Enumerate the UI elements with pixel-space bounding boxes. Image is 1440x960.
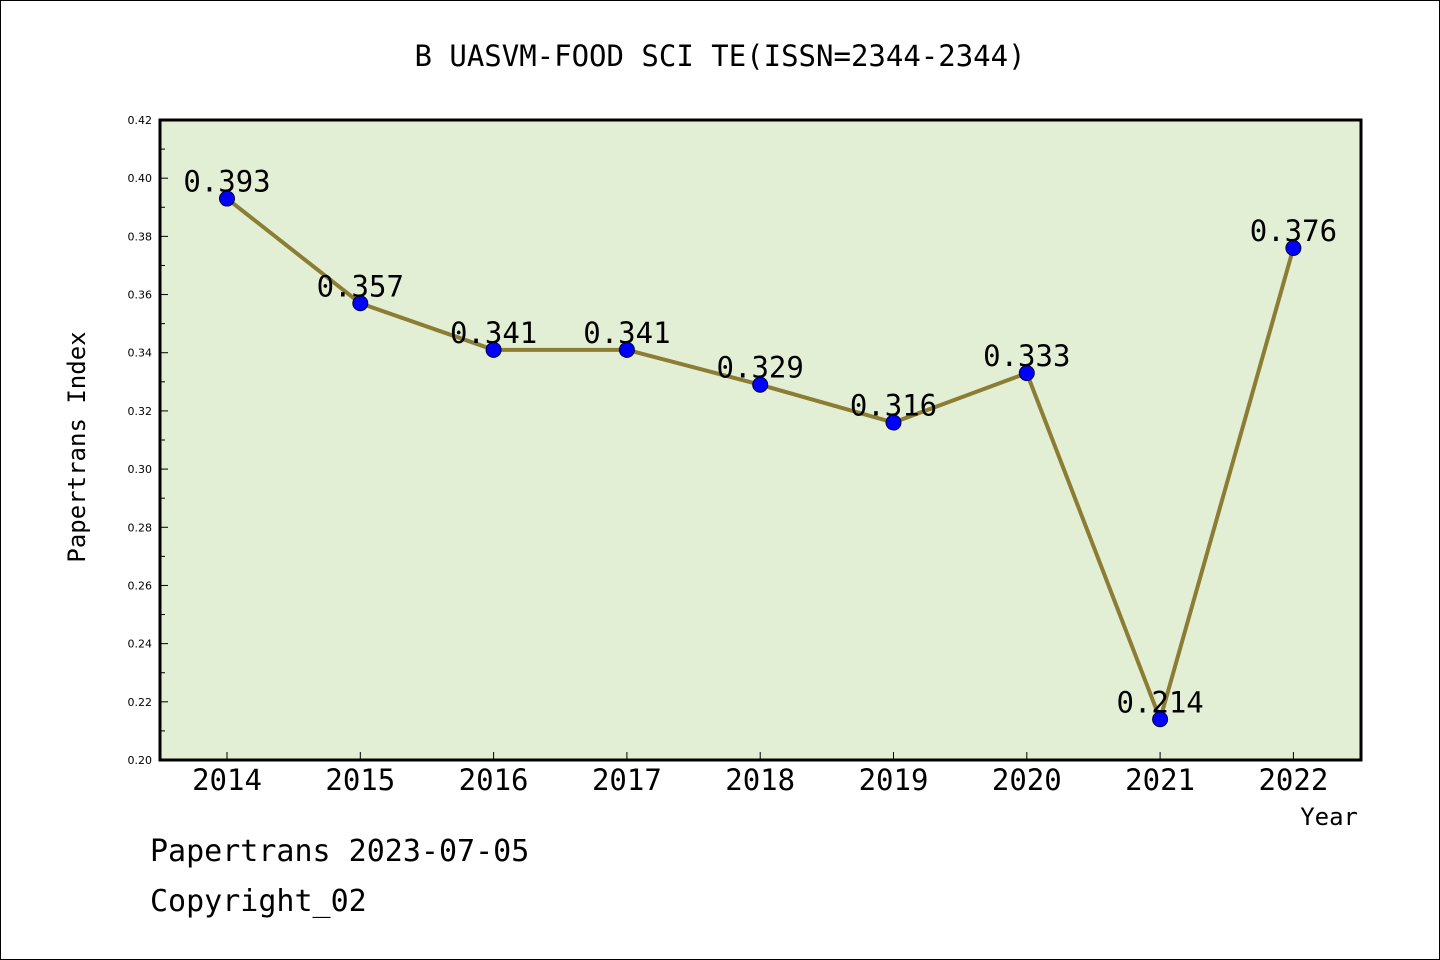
data-point-2018 (752, 376, 769, 393)
y-tick-label-4: 0.28 (128, 521, 153, 534)
data-label-2014: 0.393 (183, 165, 270, 199)
data-point-2020 (1018, 365, 1035, 382)
y-tick-label-5: 0.30 (128, 463, 153, 476)
data-point-2021 (1152, 711, 1169, 728)
data-point-2019 (885, 414, 902, 431)
chart-title: B UASVM-FOOD SCI TE(ISSN=2344-2344) (414, 39, 1025, 73)
y-tick-label-1: 0.22 (128, 696, 153, 709)
x-tick-label-7: 2021 (1125, 763, 1195, 797)
series-papertrans-index: 0.393 0.357 0.341 0.341 0.329 0.316 0.333 0.214… (183, 165, 1337, 728)
data-label-2016: 0.341 (450, 316, 537, 350)
x-tick-label-2: 2016 (459, 763, 529, 797)
footer-copyright: Copyright_02 (150, 884, 367, 919)
data-label-2017: 0.341 (583, 316, 670, 350)
data-label-2022: 0.376 (1250, 214, 1337, 248)
plot-area (158, 118, 1363, 762)
y-tick-label-3: 0.26 (128, 579, 153, 592)
x-tick-label-0: 2014 (192, 763, 262, 797)
data-label-2020: 0.333 (983, 339, 1070, 373)
data-label-2018: 0.329 (717, 351, 804, 385)
y-tick-label-8: 0.36 (128, 289, 153, 302)
data-point-2016 (485, 341, 502, 358)
data-point-2014 (219, 190, 235, 207)
y-tick-label-2: 0.24 (128, 638, 153, 651)
data-point-2017 (618, 341, 635, 358)
x-tick-label-4: 2018 (725, 763, 795, 797)
footer-date-stamp: Papertrans 2023-07-05 (150, 834, 530, 869)
x-tick-label-5: 2019 (859, 763, 929, 797)
y-tick-label-7: 0.34 (128, 347, 153, 360)
x-tick-label-3: 2017 (592, 763, 662, 797)
x-tick-label-8: 2022 (1258, 763, 1328, 797)
x-tick-label-6: 2020 (992, 763, 1062, 797)
x-axis-label: Year (1300, 803, 1358, 831)
y-axis-label: Papertrans Index (63, 331, 91, 562)
data-point-2015 (352, 295, 369, 312)
x-tick-label-1: 2015 (325, 763, 395, 797)
y-tick-label-0: 0.20 (128, 754, 153, 767)
y-tick-label-11: 0.42 (128, 114, 153, 127)
data-label-2021: 0.214 (1116, 685, 1203, 719)
y-tick-label-9: 0.38 (128, 230, 153, 243)
data-label-2019: 0.316 (850, 389, 937, 423)
data-point-2022 (1285, 240, 1302, 256)
x-axis: 2014 2015 2016 2017 2018 2019 2020 2021 2022 (192, 752, 1328, 797)
y-tick-label-10: 0.40 (128, 172, 153, 185)
data-label-2015: 0.357 (317, 269, 404, 303)
y-tick-label-6: 0.32 (128, 405, 153, 418)
y-axis: 0.20 0.22 0.24 0.26 0.28 0.30 0.32 0.34 0.36 0.38… (128, 114, 168, 767)
